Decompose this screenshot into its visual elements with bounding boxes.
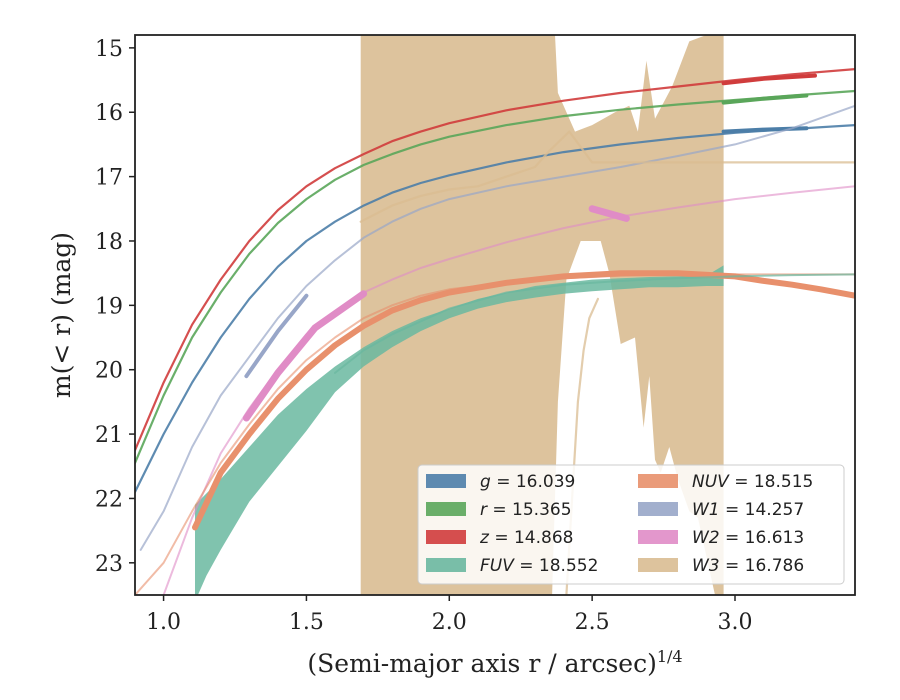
legend-swatch-fuv	[426, 558, 466, 572]
band-fuv	[195, 265, 724, 595]
y-axis-title: m(< r) (mag)	[47, 232, 76, 398]
legend-swatch-w1	[638, 502, 678, 516]
x-tick-label: 3.0	[718, 610, 753, 635]
axes: 1.0 1.5 2.0 2.5 3.0 15 16 17 18 19 20 21 22 23	[95, 37, 753, 635]
legend-swatch-w3	[638, 558, 678, 572]
y-tick-label: 17	[95, 166, 123, 191]
legend-label-nuv: NUV = 18.515	[692, 472, 813, 492]
legend-label-g: g = 16.039	[480, 472, 575, 492]
x-tick-label: 2.0	[432, 610, 467, 635]
series-r-line	[135, 89, 855, 465]
x-tick-label: 1.0	[146, 610, 181, 635]
legend-label-r: r = 15.365	[480, 500, 572, 520]
series-w2-line	[588, 205, 630, 222]
y-tick-label: 18	[95, 230, 123, 255]
legend-label-w3: W3 = 16.786	[692, 556, 804, 576]
x-tick-label: 2.5	[575, 610, 610, 635]
series-w1-line	[244, 293, 309, 379]
y-tick-label: 15	[95, 37, 123, 62]
series-g-line	[721, 126, 809, 134]
series-w1-line	[139, 104, 855, 551]
series-g-line	[135, 124, 855, 494]
series-z-line	[721, 73, 817, 86]
y-tick-label: 20	[95, 359, 123, 384]
y-tick-label: 19	[95, 294, 123, 319]
series-nuv-line	[192, 270, 855, 531]
plot-frame	[134, 34, 856, 596]
series-r-line	[721, 93, 809, 105]
legend-label-z: z = 14.868	[479, 528, 573, 548]
series-z-line	[135, 68, 855, 452]
legend-swatch-w2	[638, 530, 678, 544]
series-w2-line	[242, 290, 368, 422]
legend-label-fuv: FUV = 18.552	[480, 556, 598, 576]
legend-swatch-z	[426, 530, 466, 544]
x-axis-title: (Semi-major axis r / arcsec)1/4	[307, 647, 682, 678]
legend-box	[417, 464, 845, 585]
y-tick-label: 16	[95, 101, 123, 126]
legend-swatch-r	[426, 502, 466, 516]
legend-swatch-nuv	[638, 474, 678, 488]
legend: g = 16.039 r = 15.365 z = 14.868 FUV = 18.5…	[417, 464, 845, 585]
legend-label-w2: W2 = 16.613	[692, 528, 804, 548]
y-tick-label: 21	[95, 423, 123, 448]
series-fuv-line	[334, 273, 855, 374]
plot-area	[135, 35, 855, 595]
x-tick-label: 1.5	[289, 610, 324, 635]
legend-swatch-g	[426, 474, 466, 488]
y-tick-label: 22	[95, 487, 123, 512]
series-w3-line	[359, 130, 855, 223]
legend-label-w1: W1 = 14.257	[692, 500, 804, 520]
y-tick-label: 23	[95, 552, 123, 577]
